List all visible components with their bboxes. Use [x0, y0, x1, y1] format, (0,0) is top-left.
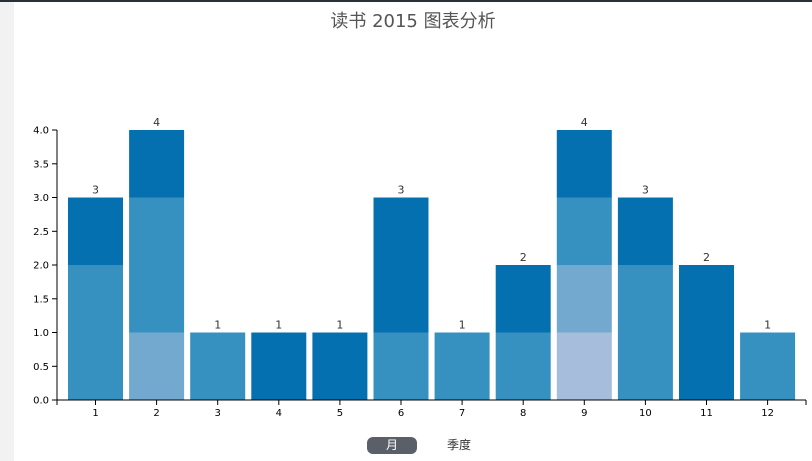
- y-tick-label-2.5: 2.5: [33, 227, 49, 238]
- y-tick-label-3.0: 3.0: [33, 193, 49, 204]
- bar-segment-9-3: [556, 197, 612, 265]
- bar-segment-6-2: [373, 197, 429, 333]
- bar-total-label-6: 3: [398, 184, 405, 197]
- bar-total-label-11: 2: [703, 251, 710, 264]
- x-tick-label-4: 4: [276, 408, 282, 419]
- x-tick-label-1: 1: [92, 408, 98, 419]
- x-tick-label-11: 11: [700, 408, 713, 419]
- bar-segment-8-2: [495, 265, 551, 333]
- bar-segment-6-1: [373, 332, 429, 400]
- bar-segment-4-1: [251, 332, 307, 400]
- y-tick-label-2.0: 2.0: [33, 261, 49, 272]
- bar-segment-8-1: [495, 332, 551, 400]
- x-tick-label-5: 5: [337, 408, 343, 419]
- y-tick-label-4.0: 4.0: [33, 126, 49, 137]
- y-tick-label-0.5: 0.5: [33, 362, 49, 373]
- bar-total-label-10: 3: [642, 184, 649, 197]
- bar-segment-5-1: [312, 332, 368, 400]
- x-tick-label-6: 6: [398, 408, 404, 419]
- x-tick-label-8: 8: [520, 408, 526, 419]
- bar-segment-10-1: [617, 265, 673, 400]
- month-toggle-button[interactable]: 月: [367, 437, 417, 454]
- chart-title: 读书 2015 图表分析: [330, 11, 496, 32]
- bar-total-label-3: 1: [214, 319, 221, 332]
- bar-total-label-9: 4: [581, 116, 588, 129]
- bar-segment-2-2: [129, 197, 185, 333]
- left-strip: [0, 2, 14, 461]
- bar-segment-12-1: [740, 332, 796, 400]
- bar-segment-1-1: [68, 265, 123, 400]
- bar-segment-2-1: [129, 332, 185, 400]
- bar-total-label-1: 3: [92, 184, 99, 197]
- x-tick-label-12: 12: [761, 408, 774, 419]
- bar-total-label-4: 1: [275, 319, 282, 332]
- y-tick-label-1.0: 1.0: [33, 328, 49, 339]
- bar-segment-9-1: [556, 332, 612, 400]
- x-tick-label-3: 3: [215, 408, 221, 419]
- x-tick-label-10: 10: [639, 408, 652, 419]
- bar-total-label-7: 1: [459, 319, 466, 332]
- bar-total-label-2: 4: [153, 116, 160, 129]
- bar-segment-1-2: [68, 197, 123, 265]
- season-toggle-button[interactable]: 季度: [446, 438, 471, 452]
- y-tick-label-0.0: 0.0: [33, 396, 49, 407]
- bar-segment-7-1: [434, 332, 490, 400]
- bar-segment-9-4: [556, 130, 612, 198]
- x-tick-label-7: 7: [459, 408, 465, 419]
- bar-segment-9-2: [556, 265, 612, 333]
- bar-total-label-12: 1: [764, 319, 771, 332]
- bar-segment-3-1: [190, 332, 246, 400]
- bar-total-label-8: 2: [520, 251, 527, 264]
- y-tick-label-1.5: 1.5: [33, 294, 49, 305]
- x-tick-label-2: 2: [153, 408, 159, 419]
- bar-segment-10-2: [617, 197, 673, 265]
- x-tick-label-9: 9: [581, 408, 587, 419]
- y-tick-label-3.5: 3.5: [33, 159, 49, 170]
- bar-segment-2-3: [129, 130, 185, 198]
- top-bar: [0, 0, 812, 2]
- bar-segment-11-1: [679, 265, 734, 400]
- bar-total-label-5: 1: [336, 319, 343, 332]
